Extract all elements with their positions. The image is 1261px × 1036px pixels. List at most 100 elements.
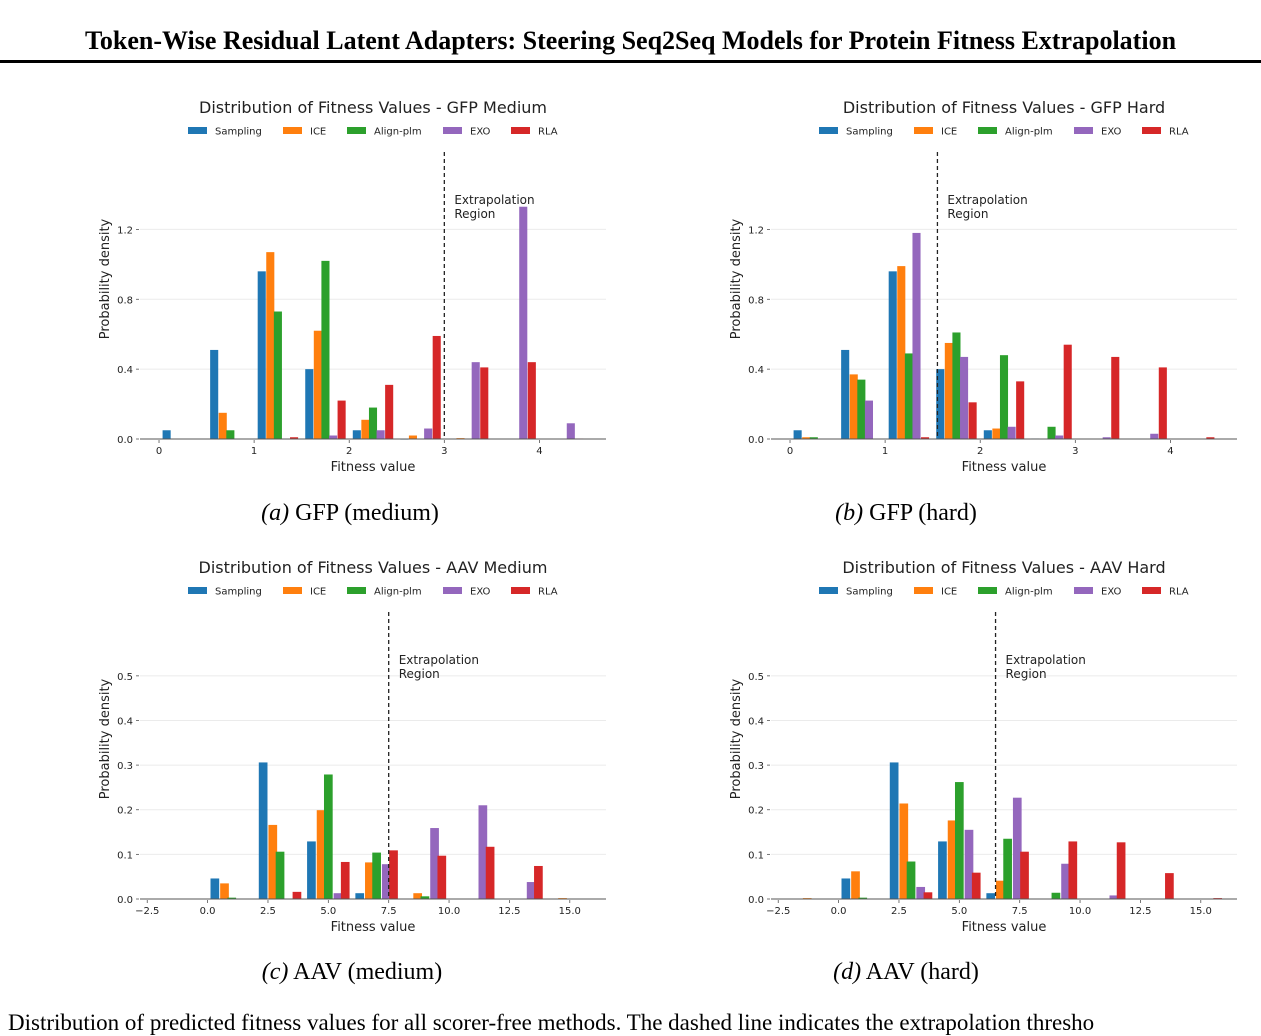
bar-exo bbox=[376, 430, 385, 439]
bar-exo bbox=[916, 886, 926, 899]
extrapolation-label: Extrapolation bbox=[1006, 653, 1086, 667]
bar-rla bbox=[971, 872, 981, 899]
legend-swatch-rla bbox=[511, 127, 530, 134]
bar-ice bbox=[944, 342, 953, 439]
legend-label-rla: RLA bbox=[538, 127, 558, 138]
legend-item-align-plm: Align-plm bbox=[978, 127, 1053, 138]
legend-swatch-ice bbox=[914, 127, 933, 134]
x-tick-label: 0.0 bbox=[831, 906, 847, 917]
bar-ice bbox=[361, 419, 370, 439]
paper-header-title: Token-Wise Residual Latent Adapters: Ste… bbox=[84, 26, 1177, 55]
bar-ice bbox=[218, 412, 227, 439]
chart-title: Distribution of Fitness Values - AAV Med… bbox=[199, 558, 548, 577]
legend-swatch-align-plm bbox=[978, 127, 997, 134]
chart-aav-medium: Distribution of Fitness Values - AAV Med… bbox=[98, 558, 606, 935]
bar-exo bbox=[424, 428, 433, 439]
bar-rla bbox=[1165, 873, 1174, 899]
y-tick-label: 0.2 bbox=[748, 806, 764, 817]
legend-label-align-plm: Align-plm bbox=[374, 587, 422, 598]
bar-sampling bbox=[983, 430, 992, 439]
bar-rla bbox=[923, 892, 933, 899]
bar-ice bbox=[897, 266, 906, 439]
x-axis-label: Fitness value bbox=[331, 460, 416, 475]
y-axis-label: Probability density bbox=[98, 678, 113, 799]
y-tick-label: 1.2 bbox=[748, 225, 764, 236]
bar-ice bbox=[266, 252, 275, 439]
y-tick-label: 0.0 bbox=[117, 435, 133, 446]
x-tick-label: 2.5 bbox=[891, 906, 907, 917]
x-tick-label: 0 bbox=[156, 446, 162, 457]
bar-rla bbox=[337, 400, 346, 439]
bar-align-plm bbox=[226, 430, 235, 439]
x-tick-label: 10.0 bbox=[438, 906, 460, 917]
legend-swatch-align-plm bbox=[978, 587, 997, 594]
x-tick-label: 0 bbox=[787, 446, 793, 457]
caption-text: GFP (medium) bbox=[295, 500, 439, 526]
y-tick-label: 0.2 bbox=[117, 806, 133, 817]
caption-label: (b) bbox=[835, 500, 864, 526]
bar-sampling bbox=[841, 878, 851, 899]
bar-exo bbox=[430, 828, 439, 899]
bar-exo bbox=[333, 893, 343, 899]
x-tick-label: 4 bbox=[1167, 446, 1173, 457]
bar-ice bbox=[313, 330, 322, 439]
bar-rla bbox=[437, 855, 447, 899]
legend-swatch-sampling bbox=[188, 127, 207, 134]
bar-exo bbox=[566, 423, 575, 439]
legend-swatch-sampling bbox=[819, 127, 838, 134]
legend-swatch-rla bbox=[1142, 587, 1161, 594]
caption-text: AAV (medium) bbox=[293, 959, 443, 985]
x-tick-label: 7.5 bbox=[1012, 906, 1028, 917]
bar-rla bbox=[534, 865, 543, 899]
legend-label-ice: ICE bbox=[310, 127, 326, 138]
bar-align-plm bbox=[809, 437, 818, 439]
chart-title: Distribution of Fitness Values - AAV Har… bbox=[842, 558, 1165, 577]
caption-label: (c) bbox=[261, 959, 289, 985]
extrapolation-label: Region bbox=[399, 667, 440, 681]
bar-align-plm bbox=[275, 851, 285, 899]
y-tick-label: 0.4 bbox=[117, 716, 133, 727]
bar-ice bbox=[413, 893, 423, 899]
bar-sampling bbox=[888, 271, 897, 439]
legend-item-ice: ICE bbox=[283, 587, 326, 598]
figure-caption-b: (b) GFP (hard) bbox=[556, 500, 1256, 527]
legend-label-align-plm: Align-plm bbox=[1005, 127, 1053, 138]
bar-rla bbox=[1116, 842, 1126, 899]
y-tick-label: 1.2 bbox=[117, 225, 133, 236]
bar-align-plm bbox=[227, 897, 237, 899]
bar-ice bbox=[802, 437, 811, 439]
bar-exo bbox=[329, 435, 338, 439]
bar-rla bbox=[1206, 437, 1215, 439]
bar-sampling bbox=[986, 893, 996, 899]
legend-label-sampling: Sampling bbox=[215, 587, 262, 598]
bar-rla bbox=[485, 846, 495, 899]
chart-gfp-medium: Distribution of Fitness Values - GFP Med… bbox=[98, 98, 606, 475]
legend-item-ice: ICE bbox=[914, 127, 957, 138]
figure-caption-c: (c) AAV (medium) bbox=[2, 959, 702, 986]
legend-item-rla: RLA bbox=[511, 587, 558, 598]
y-tick-label: 0.3 bbox=[117, 761, 133, 772]
chart-title: Distribution of Fitness Values - GFP Har… bbox=[843, 98, 1165, 117]
bar-align-plm bbox=[954, 782, 964, 899]
x-tick-label: −2.5 bbox=[766, 906, 790, 917]
y-tick-label: 0.0 bbox=[748, 435, 764, 446]
bar-sampling bbox=[889, 762, 899, 899]
bar-exo bbox=[381, 864, 391, 899]
bar-rla bbox=[1068, 841, 1078, 899]
bar-align-plm bbox=[1003, 838, 1012, 899]
y-tick-label: 0.4 bbox=[117, 365, 133, 376]
caption-label: (a) bbox=[261, 500, 290, 526]
legend-swatch-align-plm bbox=[347, 127, 366, 134]
bar-sampling bbox=[938, 841, 947, 899]
bar-sampling bbox=[210, 349, 219, 439]
bar-rla bbox=[1020, 851, 1029, 899]
extrapolation-label: Region bbox=[1006, 667, 1047, 681]
x-tick-label: 3 bbox=[441, 446, 447, 457]
figure-caption-a: (a) GFP (medium) bbox=[0, 500, 700, 527]
bar-sampling bbox=[210, 878, 220, 899]
chart-aav-hard: Distribution of Fitness Values - AAV Har… bbox=[729, 558, 1237, 935]
bar-sampling bbox=[936, 369, 945, 439]
caption-label: (d) bbox=[833, 959, 862, 985]
extrapolation-label: Extrapolation bbox=[399, 653, 479, 667]
legend-label-rla: RLA bbox=[538, 587, 558, 598]
